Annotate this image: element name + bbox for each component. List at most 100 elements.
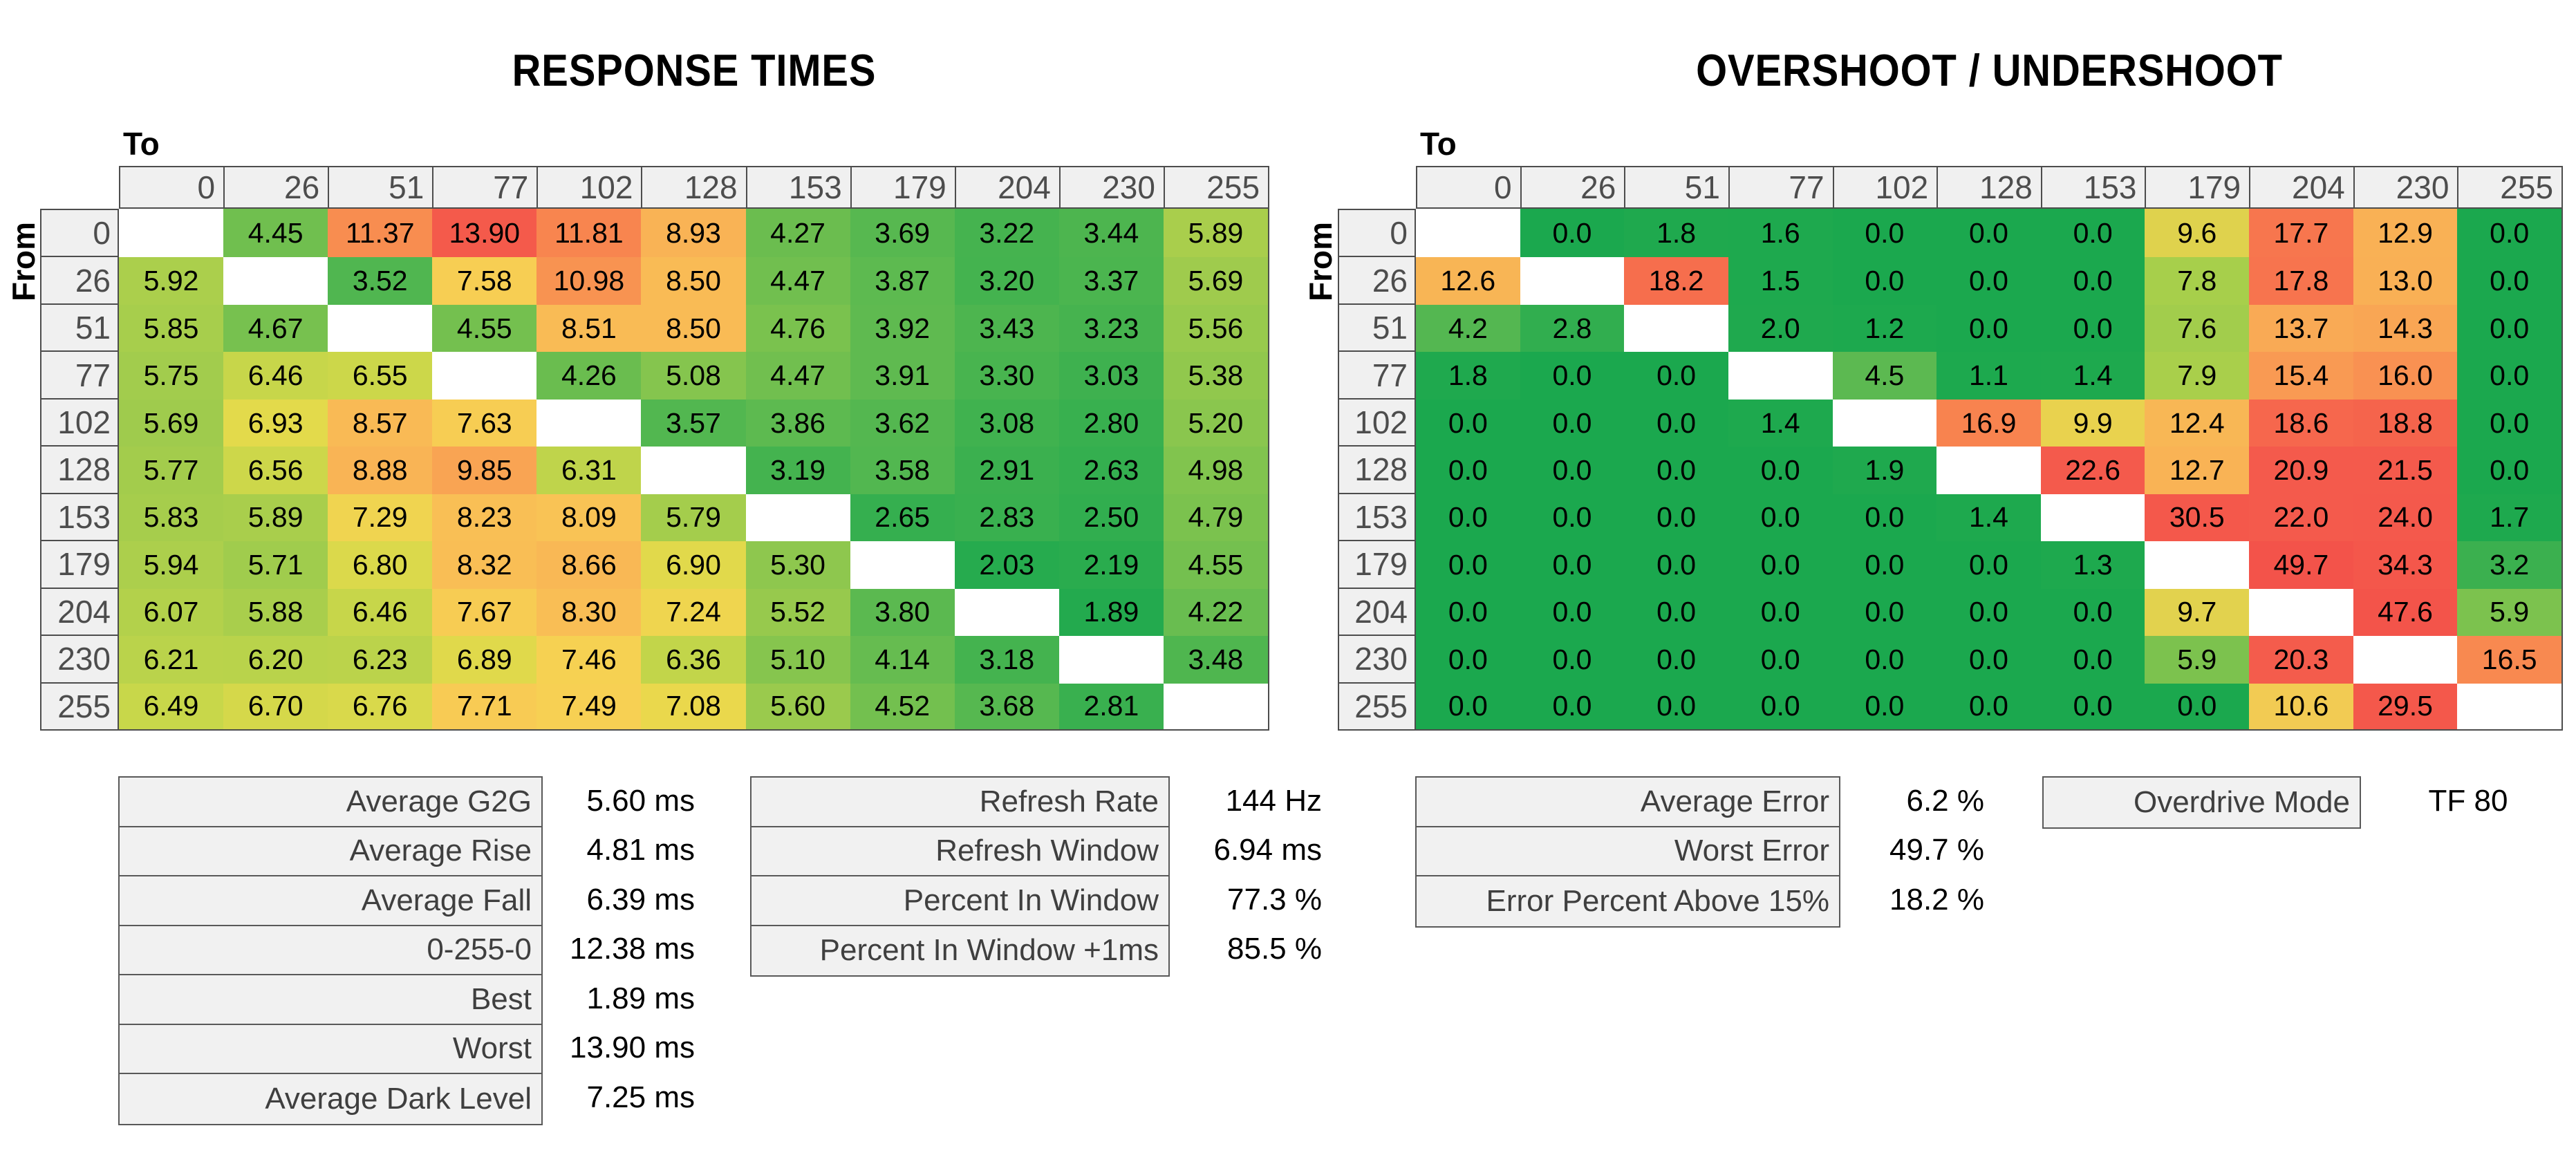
heatmap-cell: 1.6: [1728, 209, 1833, 258]
row-header-cell: 153: [1339, 494, 1416, 542]
heatmap-cell: 4.52: [850, 683, 955, 729]
heatmap-cell: 16.0: [2353, 352, 2458, 400]
heatmap-cell: 0.0: [1624, 541, 1728, 589]
stat-label-cell: Average Dark Level: [265, 1081, 532, 1116]
col-header-cell: 102: [1834, 167, 1939, 207]
row-header-cell: 0: [41, 209, 119, 258]
heatmap-cell: 22.0: [2249, 494, 2353, 542]
heatmap-cell: 0.0: [1624, 494, 1728, 542]
heatmap-cell: 2.8: [1520, 304, 1625, 353]
diagonal-cell: [1832, 399, 1937, 447]
heatmap-cell: 4.55: [1163, 541, 1268, 589]
heatmap-cell: 0.0: [1416, 494, 1520, 542]
to-axis-label-overshoot: To: [1420, 126, 1457, 162]
heatmap-cell: 2.03: [954, 541, 1059, 589]
heatmap-cell: 0.0: [2040, 683, 2145, 729]
col-header-cell: 77: [433, 167, 539, 207]
heatmap-cell: 0.0: [1520, 636, 1625, 684]
heatmap-cell: 7.24: [641, 588, 746, 637]
heatmap-cell: 0.0: [1832, 636, 1937, 684]
heatmap-cell: 6.46: [328, 588, 433, 637]
heatmap-cell: 8.32: [432, 541, 537, 589]
heatmap-cell: 7.08: [641, 683, 746, 729]
heatmap-cell: 8.30: [536, 588, 642, 637]
heatmap-cell: 7.49: [536, 683, 642, 729]
heatmap-cell: 6.93: [223, 399, 328, 447]
heatmap-cell: 0.0: [2040, 588, 2145, 637]
heatmap-cell: 2.19: [1058, 541, 1164, 589]
heatmap-cell: 8.23: [432, 494, 537, 542]
col-header-cell: 0: [120, 167, 225, 207]
response-summary-table: Average G2G Average Rise Average Fall 0-255…: [118, 776, 543, 1125]
stat-value: 5.60 ms: [586, 783, 695, 818]
heatmap-cell: 3.43: [954, 304, 1059, 353]
heatmap-cell: 0.0: [2457, 257, 2561, 305]
heatmap-cell: 0.0: [1936, 257, 2041, 305]
col-header-cell: 153: [747, 167, 852, 207]
heatmap-cell: 0.0: [1936, 683, 2041, 729]
heatmap-cell: 1.8: [1416, 352, 1520, 400]
heatmap-cell: 8.50: [641, 304, 746, 353]
response-times-heatmap: 0 26 51 77 102 128 153 179 204 230 255 0 4.45 11.37 1…: [40, 166, 1269, 731]
heatmap-cell: 0.0: [1416, 541, 1520, 589]
heatmap-cell: 6.49: [119, 683, 224, 729]
heatmap-cell: 0.0: [1728, 494, 1833, 542]
heatmap-cell: 47.6: [2353, 588, 2458, 637]
heatmap-cell: 0.0: [1624, 399, 1728, 447]
stat-value: 6.94 ms: [1213, 833, 1322, 867]
heatmap-cell: 0.0: [1832, 541, 1937, 589]
heatmap-cell: 2.0: [1728, 304, 1833, 353]
heatmap-cell: 8.93: [641, 209, 746, 258]
row-header-cell: 255: [1339, 683, 1416, 729]
heatmap-cell: 9.7: [2145, 588, 2250, 637]
col-header-cell: 102: [538, 167, 643, 207]
heatmap-cell: 10.6: [2249, 683, 2353, 729]
heatmap-cell: 2.81: [1058, 683, 1164, 729]
heatmap-cell: 3.57: [641, 399, 746, 447]
col-header-cell: 230: [1061, 167, 1165, 207]
diagonal-cell: [2040, 494, 2145, 542]
stat-value: 6.2 %: [1906, 783, 1984, 818]
heatmap-cell: 0.0: [1728, 683, 1833, 729]
heatmap-grid: 0 0.0 1.8 1.6 0.0 0.0 0.0 9.6 17.7 12.9 0.0 26 12.6 1…: [1338, 209, 2563, 731]
heatmap-cell: 5.94: [119, 541, 224, 589]
diagonal-cell: [119, 209, 224, 258]
heatmap-cell: 0.0: [1936, 541, 2041, 589]
heatmap-cell: 6.31: [536, 447, 642, 494]
heatmap-cell: 5.83: [119, 494, 224, 542]
heatmap-cell: 13.7: [2249, 304, 2353, 353]
heatmap-cell: 0.0: [1520, 588, 1625, 637]
refresh-summary-values: 144 Hz 6.94 ms 77.3 % 85.5 %: [1175, 776, 1322, 974]
stat-label-cell: Average Fall: [120, 876, 541, 926]
heatmap-cell: 21.5: [2353, 447, 2458, 494]
from-axis-label-response: From: [6, 222, 41, 301]
heatmap-cell: 5.9: [2457, 588, 2561, 637]
heatmap-cell: 9.85: [432, 447, 537, 494]
heatmap-cell: 0.0: [2457, 209, 2561, 258]
heatmap-cell: 4.67: [223, 304, 328, 353]
heatmap-cell: 0.0: [1728, 636, 1833, 684]
row-header-cell: 230: [41, 636, 119, 684]
row-header-cell: 51: [41, 304, 119, 353]
heatmap-cell: 14.3: [2353, 304, 2458, 353]
heatmap-cell: 3.19: [745, 447, 850, 494]
heatmap-cell: 3.86: [745, 399, 850, 447]
heatmap-cell: 6.80: [328, 541, 433, 589]
heatmap-cell: 4.47: [745, 257, 850, 305]
heatmap-cell: 3.87: [850, 257, 955, 305]
heatmap-cell: 4.79: [1163, 494, 1268, 542]
heatmap-cell: 6.55: [328, 352, 433, 400]
heatmap-cell: 0.0: [1520, 399, 1625, 447]
to-axis-label-response: To: [123, 126, 160, 162]
heatmap-cell: 7.71: [432, 683, 537, 729]
heatmap-cell: 5.88: [223, 588, 328, 637]
from-axis-label-overshoot: From: [1303, 222, 1338, 301]
heatmap-cell: 0.0: [1416, 399, 1520, 447]
row-header-cell: 204: [1339, 588, 1416, 637]
heatmap-cell: 7.46: [536, 636, 642, 684]
heatmap-cell: 0.0: [1520, 447, 1625, 494]
heatmap-cell: 17.8: [2249, 257, 2353, 305]
overdrive-mode-value: TF 80: [2392, 776, 2544, 826]
error-summary-table: Average Error Worst Error Error Percent Ab…: [1415, 776, 1840, 928]
heatmap-cell: 7.29: [328, 494, 433, 542]
